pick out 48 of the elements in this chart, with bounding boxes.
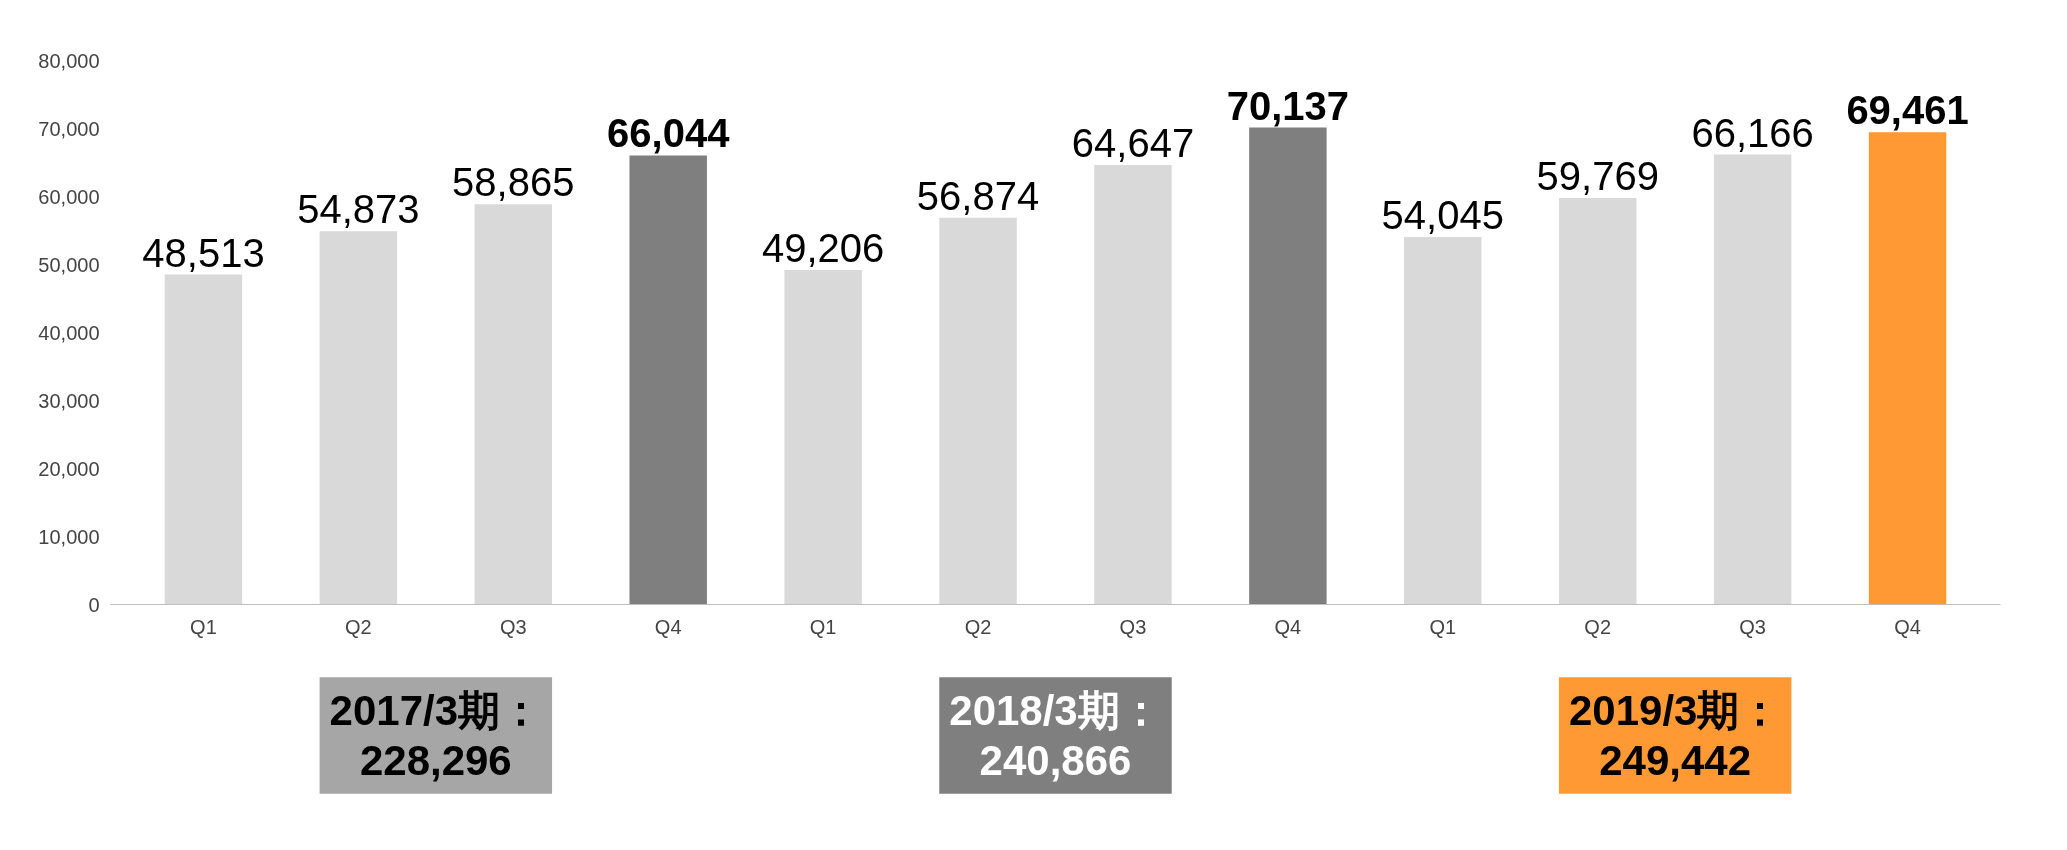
- x-tick-label: Q3: [499, 615, 527, 638]
- x-tick-label: Q2: [345, 615, 372, 638]
- data-label: 66,044: [607, 111, 731, 156]
- bar: [1558, 198, 1637, 605]
- text: 2017/3期： 228,296: [329, 687, 543, 784]
- bar: [1094, 164, 1172, 605]
- x-tick-label: Q4: [1894, 615, 1921, 638]
- y-tick-label: 10,000: [38, 525, 100, 548]
- y-tick-label: 50,000: [38, 253, 100, 276]
- bar: [1868, 132, 1947, 605]
- y-tick-label: 20,000: [38, 457, 100, 480]
- x-tick-label: Q2: [964, 615, 992, 638]
- bar: [1249, 127, 1327, 605]
- bar: [784, 269, 862, 605]
- data-label: 54,045: [1381, 192, 1504, 237]
- bar: [1713, 154, 1792, 605]
- y-tick-label: 70,000: [38, 117, 100, 140]
- bar: [629, 155, 707, 605]
- text: 2018/3期： 240,866: [949, 687, 1162, 784]
- data-label: 69,461: [1846, 88, 1969, 133]
- bar: [939, 217, 1017, 605]
- bar: [319, 231, 398, 605]
- x-tick-label: Q4: [654, 615, 682, 638]
- x-tick-label: Q3: [1739, 615, 1766, 638]
- x-tick-label: Q3: [1119, 615, 1147, 638]
- y-tick-label: 60,000: [38, 185, 100, 208]
- text: 2019/3期： 249,442: [1568, 687, 1782, 784]
- bar: [164, 274, 243, 605]
- data-label: 54,873: [297, 187, 420, 232]
- data-label: 64,647: [1071, 120, 1195, 165]
- x-tick-label: Q1: [190, 615, 217, 638]
- data-label: 48,513: [142, 230, 265, 275]
- x-tick-label: Q1: [1429, 615, 1457, 638]
- data-label: 59,769: [1536, 154, 1659, 199]
- data-label: 58,865: [452, 160, 575, 205]
- x-tick-label: Q4: [1274, 615, 1302, 638]
- x-tick-label: Q2: [1584, 615, 1612, 638]
- y-tick-label: 30,000: [38, 389, 100, 412]
- y-tick-label: 0: [88, 593, 100, 616]
- bar: [474, 204, 553, 605]
- y-tick-label: 40,000: [38, 321, 100, 344]
- data-label: 49,206: [761, 225, 885, 270]
- x-tick-label: Q1: [809, 615, 837, 638]
- y-tick-label: 80,000: [38, 49, 100, 72]
- bar: [1404, 236, 1482, 605]
- data-label: 56,874: [916, 173, 1040, 218]
- data-label: 70,137: [1226, 83, 1350, 128]
- data-label: 66,166: [1691, 110, 1814, 155]
